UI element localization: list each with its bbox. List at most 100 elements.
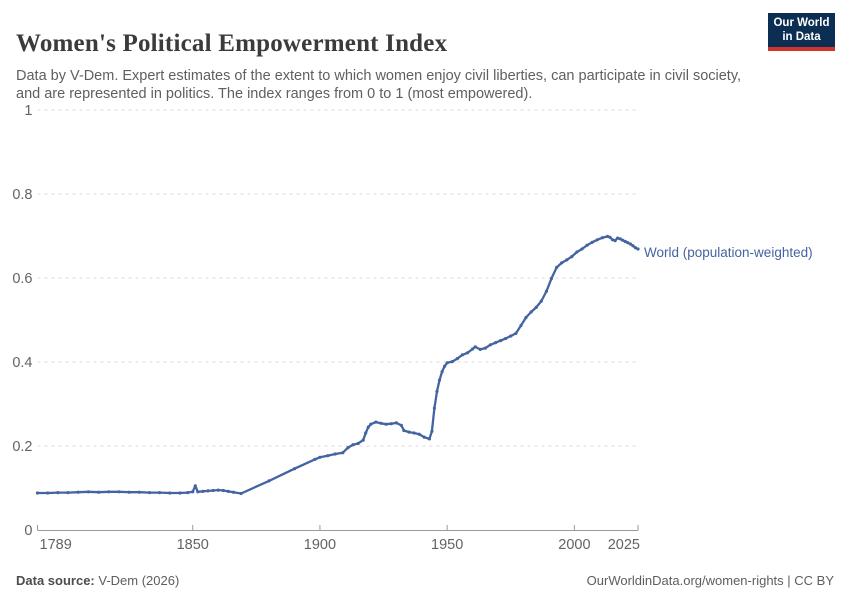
series-point — [616, 236, 620, 240]
series-point — [147, 491, 152, 495]
data-source-label: Data source: — [16, 573, 95, 588]
series-point — [544, 289, 549, 293]
series-point — [211, 488, 215, 493]
series-point — [422, 435, 426, 439]
series-point — [384, 422, 388, 426]
series-point — [364, 431, 368, 435]
series-point — [432, 406, 436, 410]
series-point — [455, 357, 459, 361]
x-tick-label: 1789 — [40, 537, 72, 553]
series-point — [608, 235, 612, 239]
owid-logo-text: Our World in Data — [773, 16, 830, 43]
series-point — [636, 247, 640, 251]
series-point — [66, 491, 70, 495]
series-point — [369, 422, 373, 426]
series-point — [605, 234, 610, 238]
series-point — [402, 428, 406, 433]
series-point — [46, 491, 50, 495]
series-point — [560, 261, 564, 265]
series-point — [519, 323, 523, 328]
series-point — [595, 238, 599, 242]
series-point — [626, 241, 630, 245]
series-point — [196, 490, 200, 494]
series-point — [333, 452, 337, 456]
footer-link[interactable]: OurWorldinData.org/women-rights | CC BY — [586, 573, 834, 588]
series-point — [226, 489, 230, 493]
series-point — [427, 437, 431, 441]
page-title: Women's Political Empowerment Index — [16, 29, 448, 57]
series-point — [555, 265, 559, 270]
series-point — [221, 488, 225, 493]
series-point — [292, 467, 297, 471]
series-point — [341, 451, 345, 455]
series-point — [127, 490, 131, 494]
series-point — [394, 421, 398, 425]
x-tick-label: 1950 — [431, 537, 463, 553]
y-tick-label: 1 — [24, 103, 32, 119]
series-point — [633, 246, 638, 250]
series-point — [356, 441, 360, 446]
series-point — [613, 239, 617, 243]
chart-subtitle: Data by V-Dem. Expert estimates of the e… — [16, 67, 742, 103]
series-point — [168, 491, 172, 495]
series-point — [611, 238, 615, 242]
series-point — [529, 310, 533, 314]
series-point — [478, 347, 482, 351]
series-point — [351, 443, 355, 447]
series-point — [430, 429, 434, 433]
series-point — [493, 341, 498, 345]
series-point — [56, 491, 60, 495]
series-point — [407, 430, 411, 434]
series-point — [509, 334, 513, 338]
series-point — [618, 237, 622, 241]
series-point — [437, 378, 442, 382]
series-point — [399, 423, 403, 427]
x-tick-label: 2000 — [558, 537, 590, 553]
series-point — [445, 361, 449, 365]
series-point — [267, 479, 271, 483]
x-tick-label: 1850 — [177, 537, 209, 553]
series-point — [575, 250, 579, 254]
series-point — [326, 454, 330, 458]
series-point — [539, 299, 543, 303]
series-point — [631, 244, 635, 248]
series-point — [206, 489, 210, 493]
series-point — [440, 370, 444, 374]
series-point — [216, 488, 220, 492]
series-point — [158, 491, 162, 495]
series-point — [239, 491, 243, 496]
series-point — [590, 240, 594, 244]
series-point — [465, 351, 470, 355]
series-point — [473, 345, 477, 349]
series-point — [186, 491, 190, 495]
y-tick-label: 0.4 — [12, 355, 32, 371]
series-point — [231, 490, 235, 494]
owid-logo[interactable]: Our World in Data — [768, 13, 835, 51]
series-point — [623, 239, 627, 244]
series-point — [460, 353, 464, 357]
series-point — [366, 425, 370, 429]
series-point — [201, 489, 205, 493]
series-point — [193, 484, 197, 488]
series-point — [76, 490, 80, 494]
series-point — [417, 432, 421, 436]
series-point — [435, 389, 439, 393]
y-tick-label: 0.8 — [12, 187, 32, 203]
series-point — [628, 242, 633, 246]
series-point — [389, 422, 393, 426]
data-source-value: V-Dem (2026) — [94, 573, 180, 588]
series-point — [191, 490, 195, 494]
series-point — [471, 347, 475, 351]
y-tick-label: 0 — [24, 523, 32, 539]
series-point — [412, 431, 416, 435]
series-point — [450, 360, 454, 364]
series-point — [504, 336, 508, 341]
series-point — [580, 247, 584, 251]
series-point — [570, 255, 574, 259]
series-point — [97, 490, 101, 494]
series-line[interactable] — [36, 235, 640, 495]
x-tick-label: 2025 — [608, 537, 640, 553]
chart-footer: Data source: V-Dem (2026) OurWorldinData… — [16, 573, 834, 588]
